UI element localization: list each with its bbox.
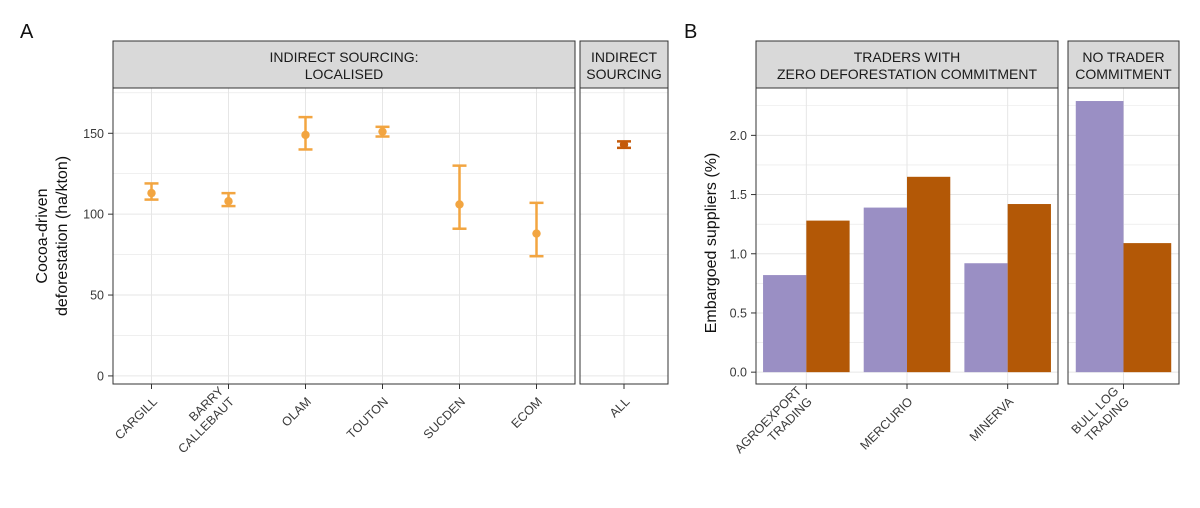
chart-b-embargoed: Embargoed suppliers (%) 0.00.51.01.52.0 … — [703, 40, 1180, 467]
chart-a-facet-0-panel-border — [112, 87, 576, 385]
chart-a-y-title-line: Cocoa-driven — [34, 188, 51, 283]
chart-b-bar-1-0-0 — [1075, 101, 1124, 373]
chart-a-point-0-5-x-label-line: ECOM — [509, 395, 545, 431]
chart-a-y-title-line: deforestation (ha/kton) — [54, 156, 71, 316]
chart-a-point-0-2-marker — [301, 130, 310, 140]
chart-b-bar-0-2-1 — [1007, 204, 1051, 373]
chart-a-facet-0-strip-label: LOCALISED — [305, 66, 384, 82]
panel-label-b: B — [684, 21, 697, 43]
chart-a-facet-0-strip-label: INDIRECT SOURCING: — [269, 49, 418, 65]
chart-b-bar-0-1-1 — [907, 176, 951, 373]
chart-a-y-axis-title: Cocoa-driven deforestation (ha/kton) — [34, 156, 71, 316]
chart-a-point-1-0-x-label: ALL — [607, 395, 633, 421]
chart-a-point-0-1-x-label: BARRYCALLEBAUT — [165, 384, 238, 457]
chart-a-facet-0-panel-bg — [113, 88, 575, 384]
chart-b-y-tick-label: 1.5 — [730, 188, 747, 202]
chart-b-facet-0-strip — [755, 40, 1059, 89]
chart-a-point-1-0-x-label-line: ALL — [607, 395, 633, 421]
chart-b-y-tick-label: 2.0 — [730, 129, 747, 143]
chart-a-point-0-0-marker — [147, 188, 156, 198]
chart-b-facet-1-strip-label: COMMITMENT — [1075, 66, 1172, 82]
chart-a-point-0-2-x-label-line: OLAM — [279, 395, 314, 430]
chart-b-x-label-0-2: MINERVA — [967, 394, 1017, 444]
chart-a-facet-1-strip-label: INDIRECT — [591, 49, 658, 65]
chart-a-point-0-3-marker — [378, 127, 387, 136]
panel-label-a: A — [20, 21, 34, 43]
chart-b-y-title-line: Embargoed suppliers (%) — [703, 153, 720, 334]
chart-a-facet-1-strip-label: SOURCING — [586, 66, 661, 82]
chart-a-y-tick-label: 0 — [97, 369, 104, 383]
chart-a-point-0-3-x-label-line: TOUTON — [344, 395, 391, 442]
chart-b-bar-0-0-1 — [806, 220, 850, 373]
chart-a-facet-0-strip — [112, 40, 576, 89]
chart-a-point-1-0-marker — [619, 140, 629, 149]
chart-a-y-tick-label: 50 — [90, 289, 104, 303]
chart-b-x-label-0-2-line: MINERVA — [967, 394, 1017, 444]
chart-a-point-0-1-marker — [224, 197, 233, 206]
chart-a-deforestation: Cocoa-driven deforestation (ha/kton) 0 50 1… — [34, 40, 669, 457]
chart-b-x-label-0-0: AGROEXPORTTRADING — [732, 384, 815, 467]
chart-b-y-axis-title: Embargoed suppliers (%) — [703, 153, 720, 334]
chart-a-facet-1-panel-border — [579, 87, 669, 385]
chart-b-x-label-0-1: MERCURIO — [857, 394, 915, 452]
chart-b-x-label-0-1-line: MERCURIO — [857, 394, 915, 452]
chart-a-point-0-4-x-label-line: SUCDEN — [421, 395, 468, 442]
chart-a-point-0-4-x-label: SUCDEN — [421, 395, 468, 442]
chart-a-point-0-0-x-label-line: CARGILL — [112, 395, 160, 443]
chart-b-facet-0-panel-border — [755, 87, 1059, 385]
chart-b-y-ticks: 0.0 0.5 1.0 1.5 2.0 — [730, 129, 756, 380]
chart-b-bar-0-1-0 — [863, 207, 907, 373]
chart-b-bar-0-0-0 — [763, 275, 807, 373]
chart-b-facet-1-panel-border — [1067, 87, 1180, 385]
chart-b-y-tick-label: 0.0 — [730, 366, 747, 380]
chart-a-y-tick-label: 150 — [83, 127, 104, 141]
chart-b-x-label-1-0: BULL LOGTRADING — [1069, 384, 1132, 447]
chart-a-point-0-5-x-label: ECOM — [509, 395, 545, 431]
chart-a-point-0-4-marker — [455, 200, 464, 209]
chart-b-y-tick-label: 1.0 — [730, 247, 747, 261]
chart-a-point-0-0-x-label: CARGILL — [112, 395, 160, 443]
chart-a-y-tick-label: 100 — [83, 208, 104, 222]
chart-b-facet-0-strip-label: TRADERS WITH — [854, 49, 961, 65]
chart-b-bar-1-0-1 — [1123, 243, 1172, 373]
chart-a-point-0-3-x-label: TOUTON — [344, 395, 391, 442]
chart-a-y-ticks: 0 50 100 150 — [83, 127, 113, 383]
chart-b-bar-0-2-0 — [964, 263, 1008, 373]
chart-b-facet-0-strip-label: ZERO DEFORESTATION COMMITMENT — [777, 66, 1037, 82]
chart-b-y-tick-label: 0.5 — [730, 306, 747, 320]
chart-a-facet-localised: INDIRECT SOURCING:LOCALISED CARGILL BARRYC… — [112, 40, 576, 457]
chart-a-point-0-2-x-label: OLAM — [279, 395, 314, 430]
chart-a-facet-1-strip — [579, 40, 669, 89]
chart-a-point-0-5-marker — [532, 229, 541, 238]
chart-b-facet-1-strip-label: NO TRADER — [1082, 49, 1164, 65]
